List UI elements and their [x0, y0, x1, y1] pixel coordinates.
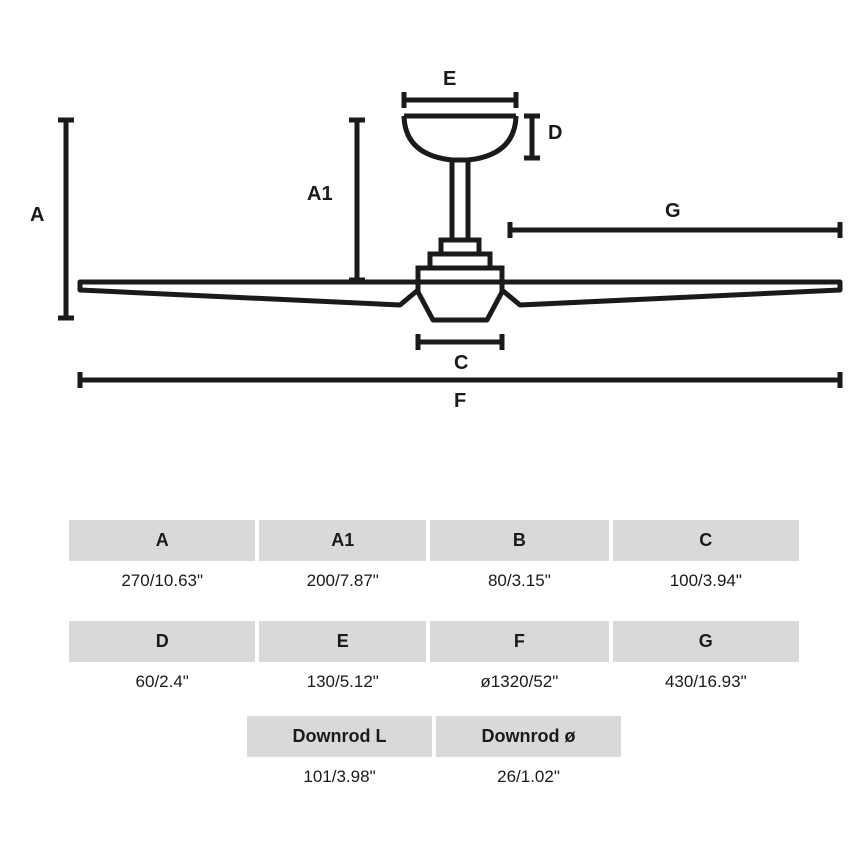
specs-table: A A1 B C 270/10.63" 200/7.87" 80/3.15" 1… [65, 520, 803, 702]
col-header: D [69, 621, 255, 662]
label-f: F [454, 390, 466, 413]
col-header: F [430, 621, 608, 662]
col-header: A [69, 520, 255, 561]
col-header: C [613, 520, 799, 561]
row3-values: 101/3.98" 26/1.02" [65, 757, 803, 797]
table-cell: 26/1.02" [436, 757, 621, 797]
page-container: E D A1 A G C F A A1 B C 270/10.63" 200/7… [0, 0, 868, 868]
col-header: A1 [259, 520, 426, 561]
row3-headers: Downrod L Downrod ø [65, 716, 803, 757]
label-a: A [30, 204, 44, 227]
label-g: G [665, 200, 681, 223]
table-cell: 60/2.4" [69, 662, 255, 702]
fan-diagram: E D A1 A G C F [0, 0, 868, 440]
table-cell: 270/10.63" [69, 561, 255, 601]
table-row: 60/2.4" 130/5.12" ø1320/52" 430/16.93" [69, 662, 799, 702]
table-cell: 130/5.12" [259, 662, 426, 702]
table-cell: 101/3.98" [247, 757, 432, 797]
diagram-svg [0, 0, 868, 440]
table-cell: 430/16.93" [613, 662, 799, 702]
label-d: D [548, 122, 562, 145]
table-cell: 200/7.87" [259, 561, 426, 601]
table-cell: 100/3.94" [613, 561, 799, 601]
table-cell: 80/3.15" [430, 561, 608, 601]
table-cell: ø1320/52" [430, 662, 608, 702]
specs-table-area: A A1 B C 270/10.63" 200/7.87" 80/3.15" 1… [0, 440, 868, 797]
label-c: C [454, 352, 468, 375]
label-a1: A1 [307, 183, 333, 206]
col-header: B [430, 520, 608, 561]
table-row: 270/10.63" 200/7.87" 80/3.15" 100/3.94" [69, 561, 799, 601]
col-header: G [613, 621, 799, 662]
col-header: Downrod ø [436, 716, 621, 757]
label-e: E [443, 68, 456, 91]
table-header-row: D E F G [69, 621, 799, 662]
col-header: Downrod L [247, 716, 432, 757]
col-header: E [259, 621, 426, 662]
table-header-row: A A1 B C [69, 520, 799, 561]
